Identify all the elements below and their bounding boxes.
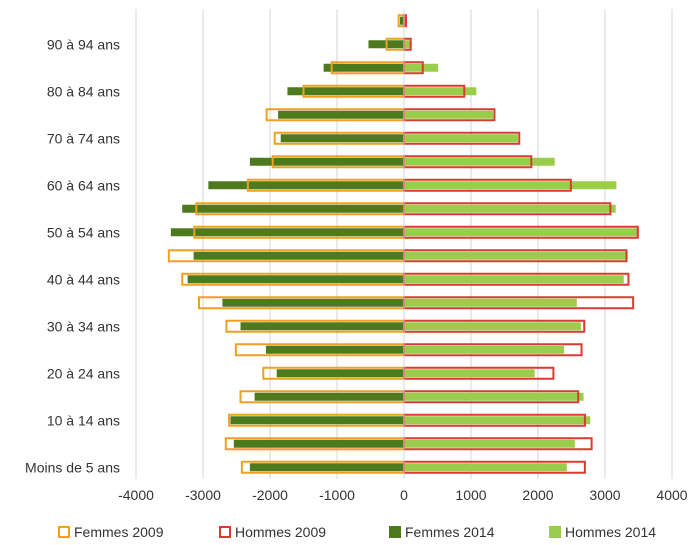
- bar-hommes-2014: [404, 251, 628, 260]
- y-category-label: 70 à 74 ans: [47, 130, 120, 146]
- bar-hommes-2014: [404, 439, 575, 448]
- y-category-label: 90 à 94 ans: [47, 36, 120, 52]
- bar-femmes-2014: [399, 16, 404, 25]
- bar-hommes-2014: [404, 463, 567, 472]
- x-tick-label: 1000: [455, 487, 486, 503]
- y-category-label: 80 à 84 ans: [47, 83, 120, 99]
- bar-femmes-2014: [222, 298, 404, 307]
- bar-hommes-2014: [404, 369, 535, 378]
- legend-label-hommes-2009: Hommes 2009: [235, 524, 327, 540]
- bar-hommes-2014: [404, 87, 477, 96]
- legend-swatch-hommes-2014: [549, 526, 561, 538]
- y-category-label: Moins de 5 ans: [25, 459, 120, 475]
- bar-femmes-2014: [187, 275, 404, 284]
- y-category-label: 20 à 24 ans: [47, 365, 120, 381]
- legend-item-femmes-2009: Femmes 2009: [58, 522, 163, 542]
- bar-femmes-2014: [230, 416, 404, 425]
- x-axis-labels: -4000 -3000 -2000 -1000 0 1000 2000 3000 4000: [118, 487, 688, 503]
- bar-hommes-2014: [404, 134, 518, 143]
- bar-femmes-2014: [208, 181, 404, 190]
- bar-hommes-2014: [404, 416, 591, 425]
- bar-femmes-2014: [240, 322, 404, 331]
- legend-label-hommes-2014: Hommes 2014: [565, 524, 657, 540]
- bar-femmes-2014: [323, 63, 404, 72]
- bar-femmes-2014: [249, 157, 404, 166]
- bar-hommes-2014: [404, 181, 617, 190]
- bar-hommes-2014: [404, 345, 565, 354]
- y-category-label: 40 à 44 ans: [47, 271, 120, 287]
- y-category-label: 60 à 64 ans: [47, 177, 120, 193]
- bar-femmes-2014: [182, 204, 404, 213]
- bar-femmes-2014: [280, 134, 404, 143]
- bar-hommes-2014: [404, 298, 577, 307]
- bar-femmes-2014: [276, 369, 404, 378]
- x-tick-label: -2000: [252, 487, 288, 503]
- x-tick-label: -4000: [118, 487, 154, 503]
- legend-item-hommes-2009: Hommes 2009: [219, 522, 326, 542]
- legend-swatch-femmes-2014: [389, 526, 401, 538]
- x-tick-label: 2000: [522, 487, 553, 503]
- y-category-label: 10 à 14 ans: [47, 412, 120, 428]
- x-tick-label: 0: [400, 487, 408, 503]
- legend-label-femmes-2014: Femmes 2014: [405, 524, 495, 540]
- bar-femmes-2014: [287, 87, 404, 96]
- y-axis-labels: Moins de 5 ans 10 à 14 ans 20 à 24 ans 30 à…: [25, 36, 120, 475]
- bar-hommes-2014: [404, 228, 639, 237]
- bar-hommes-2014: [404, 157, 555, 166]
- bar-femmes-2014: [265, 345, 404, 354]
- legend-swatch-femmes-2009: [58, 526, 70, 538]
- bar-femmes-2014: [254, 392, 404, 401]
- legend-item-hommes-2014: Hommes 2014: [549, 522, 656, 542]
- bar-hommes-2014: [404, 322, 581, 331]
- legend: Femmes 2009 Hommes 2009 Femmes 2014 Homm…: [0, 522, 693, 542]
- bar-femmes-2014: [170, 228, 404, 237]
- bar-hommes-2014: [404, 110, 494, 119]
- bar-femmes-2014: [249, 463, 404, 472]
- legend-label-femmes-2009: Femmes 2009: [74, 524, 164, 540]
- bar-hommes-2014: [404, 275, 624, 284]
- bar-hommes-2014: [404, 40, 411, 49]
- bar-hommes-2014: [404, 63, 439, 72]
- bars: [167, 9, 639, 479]
- x-tick-label: 4000: [656, 487, 687, 503]
- bar-hommes-2014: [404, 392, 584, 401]
- x-tick-label: -1000: [319, 487, 355, 503]
- y-category-label: 50 à 54 ans: [47, 224, 120, 240]
- bar-femmes-2014: [233, 439, 404, 448]
- y-category-label: 30 à 34 ans: [47, 318, 120, 334]
- x-tick-label: -3000: [185, 487, 221, 503]
- legend-swatch-hommes-2009: [219, 526, 231, 538]
- x-tick-label: 3000: [589, 487, 620, 503]
- bar-femmes-2014: [278, 110, 404, 119]
- legend-item-femmes-2014: Femmes 2014: [389, 522, 494, 542]
- bar-hommes-2014: [404, 204, 616, 213]
- bar-femmes-2014: [193, 251, 404, 260]
